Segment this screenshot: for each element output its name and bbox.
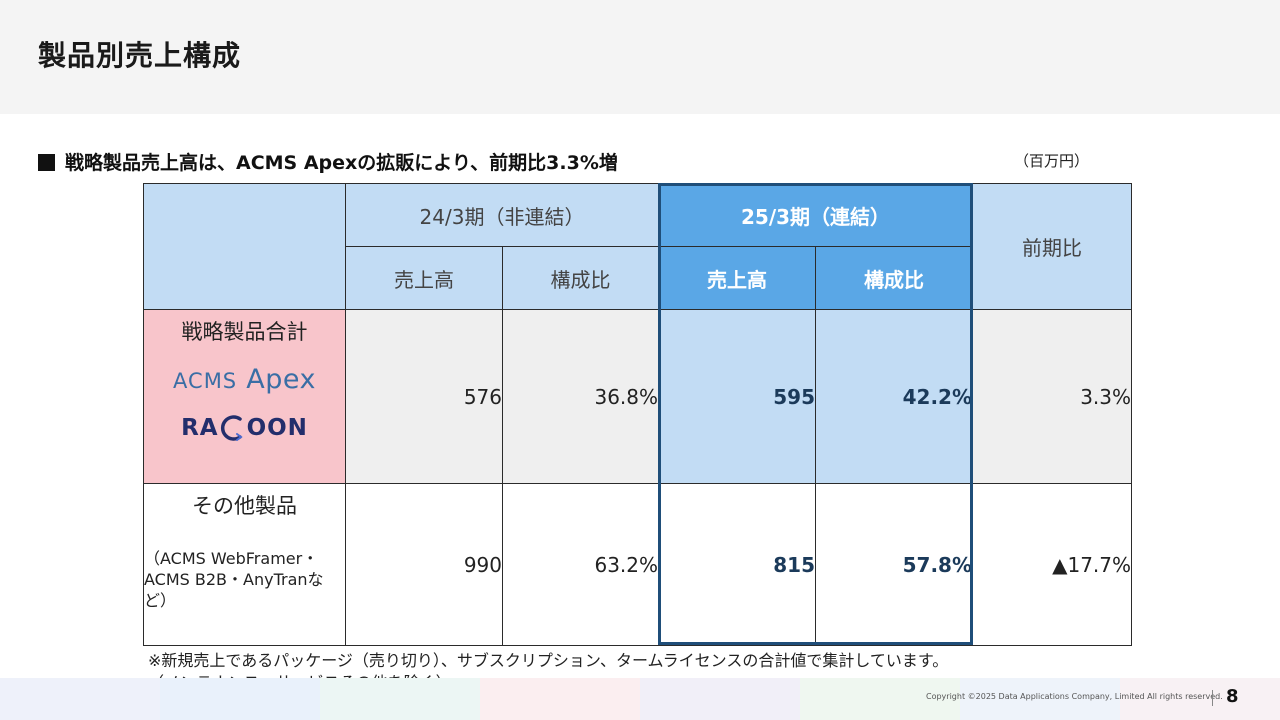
footer-strip-segment: [960, 678, 1120, 720]
footer-strip-segment: [800, 678, 960, 720]
footer-strip-segment: [1120, 678, 1280, 720]
raccoon-logo: RA OON: [181, 415, 308, 441]
other-label-cell: その他製品 （ACMS WebFramer・ACMS B2B・AnyTranなど…: [143, 483, 346, 646]
footer-strip-segment: [320, 678, 480, 720]
unit-label: （百万円）: [1014, 152, 1090, 170]
table-row: 戦略製品合計 ACMS Apex RA OON 576 36.8% 595 42…: [143, 309, 1133, 484]
page-title: 製品別売上構成: [38, 39, 242, 72]
table-row: その他製品 （ACMS WebFramer・ACMS B2B・AnyTranなど…: [143, 483, 1133, 646]
strategic-products-label: 戦略製品合計: [181, 320, 308, 344]
prev-ratio-strategic: 36.8%: [501, 309, 660, 484]
prev-sales-other: 990: [345, 483, 503, 646]
header-yoy: 前期比: [972, 183, 1133, 310]
yoy-other: ▲17.7%: [972, 483, 1133, 646]
title-band: [0, 0, 1280, 114]
sales-composition-table: 24/3期（非連結） 25/3期（連結） 前期比 売上高 構成比 売上高 構成比…: [143, 183, 1133, 646]
footer-color-strip: [0, 678, 1280, 720]
curr-ratio-strategic: 42.2%: [815, 309, 974, 484]
other-products-label: その他製品: [192, 494, 297, 518]
header-prev-sales: 売上高: [345, 246, 503, 310]
header-corner-cell: [143, 183, 346, 310]
yoy-strategic: 3.3%: [972, 309, 1133, 484]
footer-strip-segment: [0, 678, 160, 720]
prev-ratio-other: 63.2%: [501, 483, 660, 646]
header-curr-composition: 構成比: [815, 246, 974, 310]
square-bullet-icon: [38, 154, 55, 171]
acms-apex-logo: ACMS Apex: [173, 364, 316, 395]
curr-sales-other: 815: [658, 483, 817, 646]
header-period-curr: 25/3期（連結）: [658, 183, 974, 247]
strategic-label-cell: 戦略製品合計 ACMS Apex RA OON: [143, 309, 346, 484]
footer-strip-segment: [640, 678, 800, 720]
header-curr-sales: 売上高: [658, 246, 817, 310]
subtitle-text: 戦略製品売上高は、ACMS Apexの拡販により、前期比3.3%増: [65, 152, 618, 174]
prev-sales-strategic: 576: [345, 309, 503, 484]
page-number-divider: [1212, 690, 1213, 706]
curr-sales-strategic: 595: [658, 309, 817, 484]
other-products-note: （ACMS WebFramer・ACMS B2B・AnyTranなど）: [144, 549, 324, 610]
footer-strip-segment: [480, 678, 640, 720]
header-prev-composition: 構成比: [501, 246, 660, 310]
slide-subtitle: 戦略製品売上高は、ACMS Apexの拡販により、前期比3.3%増: [38, 148, 618, 175]
curr-ratio-other: 57.8%: [815, 483, 974, 646]
footnote-line-1: ※新規売上であるパッケージ（売り切り）、サブスクリプション、タームライセンスの合…: [148, 651, 949, 670]
header-period-prev: 24/3期（非連結）: [344, 183, 660, 247]
copyright-text: Copyright ©2025 Data Applications Compan…: [926, 692, 1223, 701]
footer-strip-segment: [160, 678, 320, 720]
raccoon-c-icon: [220, 415, 243, 441]
page-number: 8: [1226, 686, 1239, 707]
